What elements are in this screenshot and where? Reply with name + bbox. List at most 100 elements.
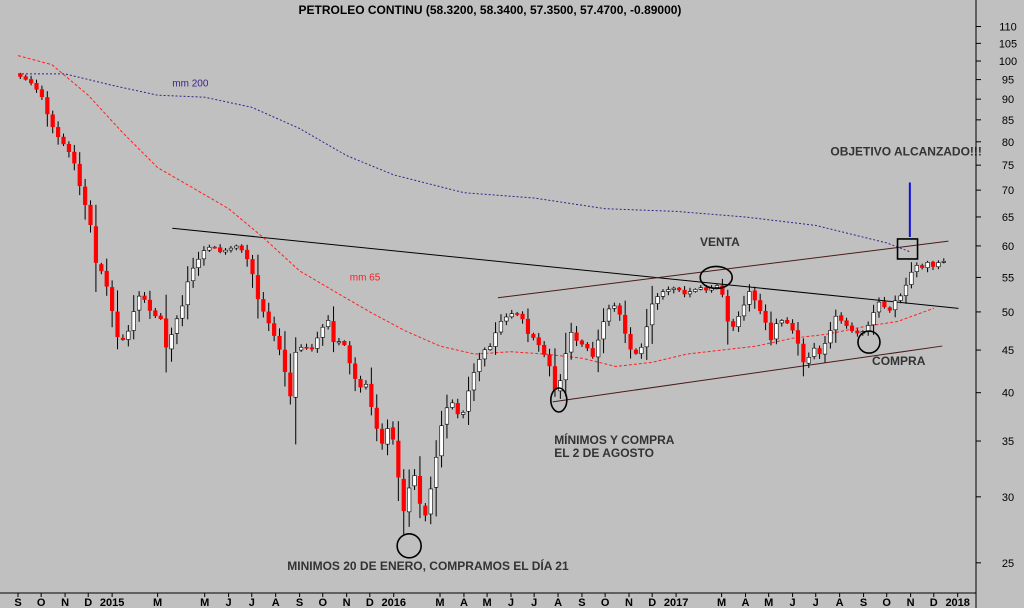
candles-layer bbox=[18, 72, 946, 535]
candle bbox=[693, 288, 698, 293]
y-tick-label: 95 bbox=[1002, 75, 1014, 87]
candle bbox=[272, 316, 277, 342]
candle-body-up bbox=[666, 289, 671, 292]
candle bbox=[914, 262, 919, 278]
x-tick-label: 2016 bbox=[381, 597, 405, 608]
candle bbox=[482, 347, 487, 367]
candle bbox=[185, 266, 190, 320]
candle bbox=[849, 322, 855, 333]
candle-body-up bbox=[131, 311, 136, 331]
candle bbox=[180, 295, 185, 327]
candle-body-down bbox=[158, 315, 163, 319]
ma200-line bbox=[18, 73, 911, 253]
candle-body-down bbox=[531, 334, 536, 338]
candle bbox=[282, 331, 288, 387]
x-tick-label: A bbox=[742, 597, 750, 608]
x-tick-label: M bbox=[435, 597, 444, 608]
candle bbox=[569, 322, 574, 360]
trendline bbox=[497, 240, 949, 299]
candle bbox=[293, 337, 298, 445]
candle bbox=[131, 295, 136, 340]
x-tick-label: D bbox=[930, 597, 938, 608]
candle bbox=[439, 410, 444, 468]
candle bbox=[871, 304, 876, 335]
candle-body-down bbox=[288, 372, 293, 397]
candle-body-down bbox=[120, 337, 126, 340]
candle bbox=[574, 326, 579, 347]
candle bbox=[817, 345, 822, 359]
candle bbox=[725, 289, 730, 345]
candle bbox=[83, 179, 88, 220]
candle-body-down bbox=[817, 348, 822, 355]
candle bbox=[471, 363, 477, 402]
candle-body-down bbox=[347, 345, 352, 364]
x-tick-label: N bbox=[343, 597, 351, 608]
x-tick-label: A bbox=[554, 597, 562, 608]
candle bbox=[374, 394, 379, 442]
candle-body-down bbox=[282, 349, 288, 373]
candle-body-up bbox=[207, 246, 212, 251]
candle-body-up bbox=[407, 487, 412, 513]
y-tick-label: 75 bbox=[1002, 160, 1014, 172]
candle bbox=[104, 258, 109, 296]
chart-annotation: COMPRA bbox=[872, 354, 926, 368]
candle bbox=[606, 304, 612, 327]
candle-body-up bbox=[461, 412, 466, 415]
candle bbox=[461, 410, 466, 419]
candle bbox=[93, 204, 99, 292]
candle-body-down bbox=[552, 366, 558, 390]
candle-body-down bbox=[66, 143, 72, 153]
x-tick-label: S bbox=[296, 597, 303, 608]
candle-body-down bbox=[930, 261, 936, 267]
candle bbox=[223, 248, 228, 255]
candle-body-down bbox=[261, 299, 266, 312]
x-tick-label: O bbox=[601, 597, 610, 608]
candle-body-down bbox=[72, 151, 77, 164]
candle bbox=[828, 321, 833, 349]
y-tick-label: 50 bbox=[1002, 307, 1014, 319]
candle bbox=[255, 254, 261, 319]
candle-body-up bbox=[385, 428, 390, 445]
candle bbox=[147, 290, 153, 319]
candle-body-down bbox=[720, 285, 725, 295]
trendline bbox=[172, 227, 959, 309]
candle bbox=[390, 421, 396, 445]
candle-body-down bbox=[331, 321, 336, 343]
candle-body-up bbox=[466, 390, 471, 412]
candle bbox=[412, 469, 417, 491]
candle-body-up bbox=[201, 250, 207, 260]
candle-body-up bbox=[477, 359, 482, 372]
candle-body-down bbox=[633, 349, 639, 354]
candle bbox=[315, 331, 320, 353]
candle bbox=[763, 304, 768, 331]
y-tick-label: 30 bbox=[1002, 492, 1014, 504]
candle bbox=[839, 312, 844, 324]
candle-body-up bbox=[736, 316, 741, 327]
candle-body-down bbox=[147, 299, 153, 311]
candle bbox=[423, 503, 428, 522]
candle-body-up bbox=[185, 281, 190, 306]
candle-body-down bbox=[590, 348, 595, 357]
candle bbox=[353, 357, 358, 392]
candle-body-up bbox=[914, 265, 919, 272]
candle bbox=[687, 287, 693, 298]
markers-layer bbox=[396, 182, 919, 559]
candle-body-down bbox=[104, 270, 109, 287]
candle bbox=[515, 311, 520, 317]
x-tick-label: J bbox=[813, 597, 819, 608]
candle bbox=[228, 245, 234, 253]
candle bbox=[774, 318, 779, 345]
candle-body-down bbox=[536, 337, 541, 346]
candle-body-down bbox=[34, 82, 39, 90]
y-tick-label: 105 bbox=[999, 38, 1017, 50]
candle bbox=[747, 284, 752, 312]
candle bbox=[833, 309, 838, 343]
candle bbox=[779, 319, 784, 327]
candle bbox=[234, 244, 239, 251]
candle-body-up bbox=[741, 304, 747, 317]
candle-body-down bbox=[768, 322, 774, 341]
candle bbox=[520, 311, 525, 324]
x-tick-label: A bbox=[836, 597, 844, 608]
